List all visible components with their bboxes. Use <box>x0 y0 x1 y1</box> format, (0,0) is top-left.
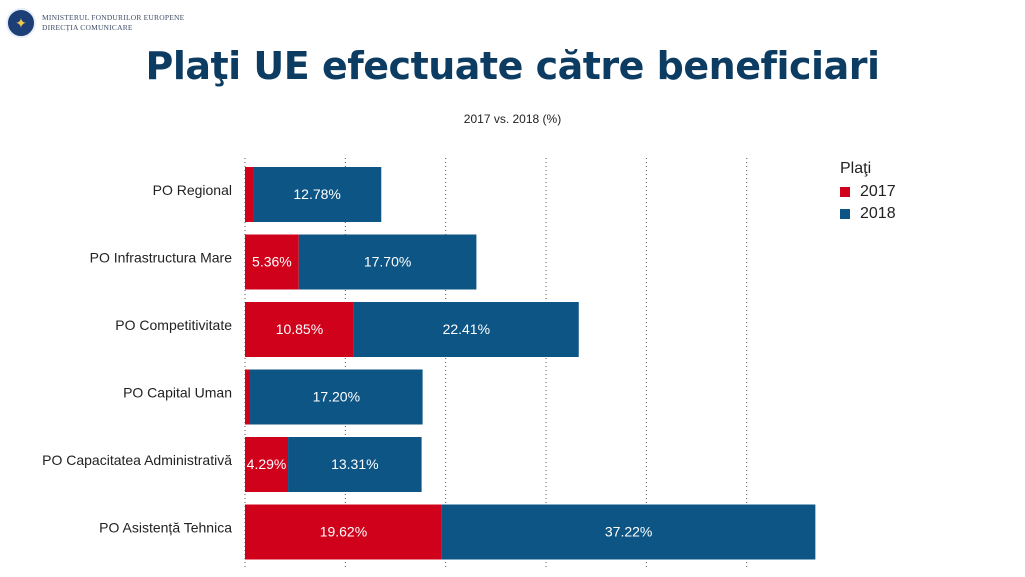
data-label-2018: 17.20% <box>313 389 360 405</box>
bar-2017 <box>245 234 299 290</box>
data-label-2018: 12.78% <box>293 186 340 202</box>
bar-2017 <box>245 437 289 492</box>
data-label-2018: 37.22% <box>605 524 652 540</box>
category-label: PO Infrastructura Mare <box>90 250 233 266</box>
bar-2017 <box>245 167 254 222</box>
category-label: PO Asistență Tehnica <box>99 520 232 536</box>
category-label: PO Regional <box>153 182 232 198</box>
bar-2017 <box>245 369 251 425</box>
data-label-2017: 5.36% <box>252 254 292 270</box>
org-line-2: DIRECȚIA COMUNICARE <box>42 23 133 32</box>
data-label-2017: 10.85% <box>276 321 323 337</box>
header: ✦ MINISTERUL FONDURILOR EUROPENE DIRECȚI… <box>6 8 184 38</box>
chart-title: Plaţi UE efectuate către beneficiari <box>145 44 880 88</box>
legend-swatch-2017 <box>840 187 850 197</box>
data-label-2018: 17.70% <box>364 254 411 270</box>
legend-item-2018: 2018 <box>840 203 896 225</box>
bar-2018 <box>288 437 422 492</box>
organization-name: MINISTERUL FONDURILOR EUROPENE DIRECȚIA … <box>42 13 184 33</box>
data-label-2018: 22.41% <box>443 321 490 337</box>
data-label-2017: 19.62% <box>320 524 367 540</box>
category-label: PO Capital Uman <box>123 385 232 401</box>
org-line-1: MINISTERUL FONDURILOR EUROPENE <box>42 13 185 22</box>
legend-label-2017: 2017 <box>860 183 896 200</box>
legend-label-2018: 2018 <box>860 205 896 222</box>
data-label-2017: 4.29% <box>247 456 287 472</box>
legend-item-2017: 2017 <box>840 181 896 203</box>
data-label-2018: 13.31% <box>331 456 378 472</box>
bar-2018 <box>353 302 579 357</box>
category-label: PO Competitivitate <box>115 317 232 333</box>
legend-title: Plaţi <box>840 160 872 177</box>
category-label: PO Capacitatea Administrativă <box>42 452 232 468</box>
bar-2017 <box>245 302 354 357</box>
chart-subtitle: 2017 vs. 2018 (%) <box>463 112 562 126</box>
coat-of-arms-icon: ✦ <box>6 8 36 38</box>
bar-2017 <box>245 504 442 560</box>
legend-swatch-2018 <box>840 209 850 219</box>
bar-2018 <box>250 369 423 425</box>
bar-2018 <box>441 504 816 560</box>
bar-2018 <box>298 234 477 290</box>
legend: Plaţi 2017 2018 <box>840 160 896 225</box>
bar-2018 <box>253 167 382 222</box>
